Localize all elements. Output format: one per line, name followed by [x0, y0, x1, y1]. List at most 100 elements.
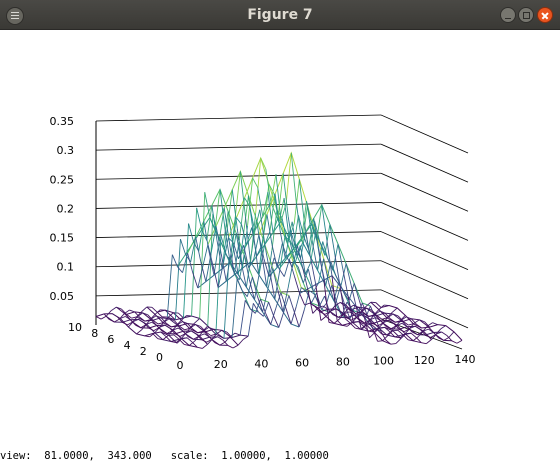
surface-mesh-segment [290, 306, 297, 325]
surface-mesh-segment [261, 253, 268, 287]
surface-mesh-segment [275, 174, 282, 222]
surface-mesh-segment [342, 324, 348, 327]
surface-mesh-segment [373, 309, 380, 316]
z-tick-label: 0.1 [57, 261, 75, 274]
surface-mesh-segment [121, 308, 127, 315]
surface-mesh-segment [133, 318, 139, 322]
surface-mesh-segment [188, 341, 195, 346]
surface-mesh-segment [192, 328, 198, 334]
surface-mesh-segment [432, 322, 438, 326]
surface-mesh-segment [126, 314, 132, 319]
surface-mesh-segment [349, 322, 356, 329]
minimize-button[interactable] [500, 7, 516, 23]
surface-mesh-segment [153, 327, 160, 332]
surface-mesh-segment [266, 250, 273, 287]
surface-mesh-segment [241, 225, 248, 269]
surface-mesh-segment [398, 328, 405, 333]
surface-mesh-segment [236, 228, 243, 269]
surface-mesh-segment [248, 279, 255, 300]
surface-mesh-segment [210, 226, 217, 254]
surface-mesh-segment [372, 323, 378, 327]
window-menu-button[interactable] [6, 7, 24, 25]
surface-mesh-segment [196, 207, 203, 230]
surface-mesh-segment [202, 325, 209, 332]
surface-mesh-segment [186, 337, 193, 343]
surface-mesh-segment [295, 202, 302, 241]
surface-mesh-segment [219, 189, 226, 230]
surface-mesh-segment [198, 221, 205, 252]
y-tick-label: 0 [156, 351, 163, 364]
surface-mesh-segment [350, 309, 356, 314]
surface-mesh-segment [259, 209, 266, 245]
surface-mesh-segment [173, 320, 180, 327]
scale-values: 1.00000, 1.00000 [221, 450, 329, 462]
surface-mesh-segment [220, 253, 227, 282]
surface-mesh-segment [440, 325, 447, 330]
surface-mesh-segment [417, 331, 423, 335]
surface-mesh-segment [304, 302, 310, 306]
surface-mesh-segment [122, 321, 128, 326]
surface-mesh-segment [332, 314, 339, 318]
surface-mesh-segment [293, 179, 300, 224]
surface-mesh-segment [105, 310, 112, 317]
surface-mesh-segment [403, 328, 410, 333]
surface-mesh-segment [319, 311, 326, 315]
surface-mesh-segment [391, 307, 398, 313]
surface-mesh-segment [233, 272, 240, 281]
surface-mesh-segment [199, 192, 206, 319]
surface-mesh-segment [385, 325, 392, 330]
surface-mesh-segment [138, 318, 144, 323]
surface-mesh-segment [217, 336, 224, 341]
surface-mesh-segment [383, 320, 390, 323]
surface-mesh-segment [294, 276, 301, 294]
y-tick-label: 10 [68, 321, 82, 334]
surface-mesh-segment [218, 334, 225, 339]
surface-mesh-segment [224, 336, 231, 343]
z-gridline [95, 143, 382, 151]
surface-mesh-segment [184, 327, 190, 331]
surface-mesh-segment [243, 245, 250, 268]
surface-mesh-segment [271, 244, 278, 268]
surface-mesh-segment [307, 269, 314, 292]
surface-mesh-segment [244, 300, 251, 310]
surface-mesh-segment [140, 324, 146, 329]
surface-mesh-segment [342, 308, 349, 315]
surface-mesh-segment [396, 322, 403, 326]
surface-mesh-segment [164, 324, 171, 329]
x-tick-label: 60 [295, 356, 309, 369]
surface-mesh-segment [264, 244, 271, 272]
surface-mesh-segment [426, 339, 432, 345]
surface-plot[interactable]: 0.050.10.150.20.250.30.350 20 40 60 80 100 120… [0, 30, 560, 450]
surface-mesh-segment [274, 269, 281, 300]
surface-mesh-segment [389, 331, 396, 338]
surface-mesh-segment [214, 189, 221, 230]
surface-mesh-segment [393, 323, 400, 330]
surface-mesh-segment [394, 336, 401, 339]
surface-mesh-segment [238, 197, 245, 239]
surface-mesh-segment [100, 315, 107, 320]
surface-mesh-segment [188, 336, 194, 340]
surface-mesh-segment [191, 207, 198, 316]
surface-mesh-segment [288, 259, 295, 277]
view-label: view: [0, 450, 32, 462]
surface-mesh-segment [265, 168, 272, 203]
z-gridline-side [380, 114, 469, 154]
surface-mesh-segment [262, 191, 269, 217]
maximize-button[interactable] [518, 7, 534, 23]
surface-mesh-segment [402, 334, 409, 341]
close-button[interactable] [537, 7, 553, 23]
surface-mesh-segment [166, 330, 173, 334]
surface-mesh-segment [399, 315, 406, 322]
surface-mesh-segment [157, 338, 163, 341]
surface-mesh-segment [191, 341, 198, 348]
surface-mesh-segment [360, 324, 366, 330]
surface-mesh-segment [184, 343, 190, 346]
surface-mesh-segment [306, 201, 313, 225]
surface-mesh-line [167, 315, 249, 339]
surface-mesh-segment [389, 318, 396, 323]
surface-mesh-segment [233, 238, 240, 275]
surface-mesh-segment [262, 290, 269, 313]
surface-mesh-segment [232, 344, 239, 349]
surface-mesh-segment [129, 309, 135, 313]
surface-mesh-segment [239, 171, 246, 217]
